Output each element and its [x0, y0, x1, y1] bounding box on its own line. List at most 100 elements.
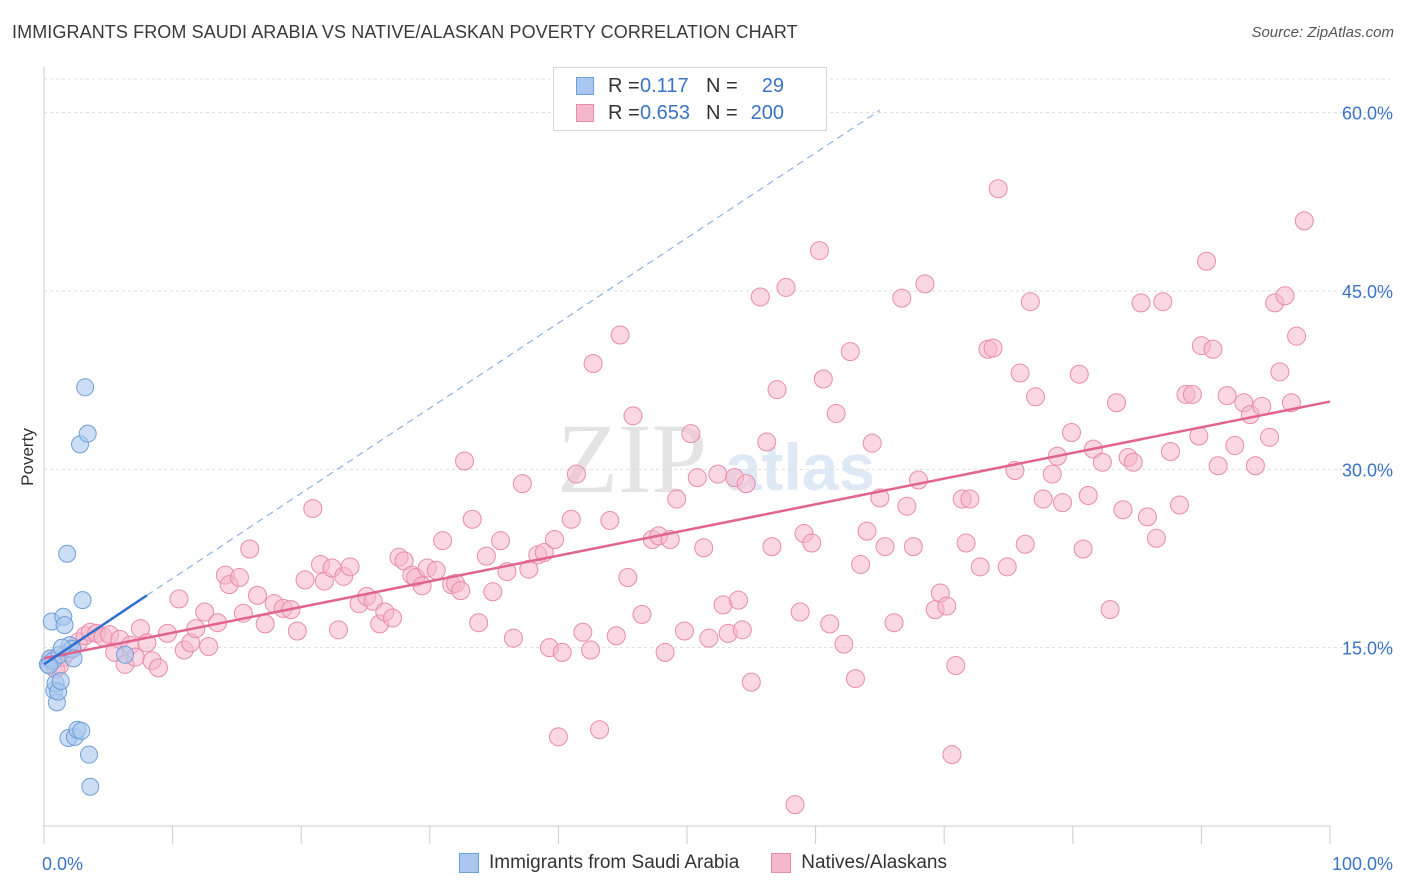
natives-point	[1053, 493, 1073, 513]
natives-point	[840, 342, 860, 362]
natives-point	[681, 424, 701, 444]
natives-point	[383, 608, 403, 628]
series-legend: Immigrants from Saudi Arabia Natives/Ala…	[0, 852, 1406, 874]
natives-point	[1010, 363, 1030, 383]
natives-point	[1020, 292, 1040, 312]
saudi-point	[72, 721, 91, 740]
natives-point	[897, 496, 917, 516]
natives-point	[426, 560, 446, 580]
series-legend-natives: Natives/Alaskans	[771, 852, 947, 874]
legend-n-label: N =	[706, 101, 738, 124]
natives-point	[610, 325, 630, 345]
natives-point	[741, 672, 761, 692]
chart-title: IMMIGRANTS FROM SAUDI ARABIA VS NATIVE/A…	[12, 22, 798, 42]
natives-point	[1294, 211, 1314, 231]
natives-point	[851, 554, 871, 574]
natives-point	[845, 669, 865, 689]
series-label-saudi: Immigrants from Saudi Arabia	[489, 852, 740, 873]
y-tick-label: 45.0%	[1342, 282, 1393, 302]
y-axis-label: Poverty	[18, 428, 37, 486]
natives-point	[785, 795, 805, 815]
saudi-point	[73, 591, 92, 610]
natives-point	[736, 474, 756, 494]
grid-lines	[44, 78, 1392, 649]
saudi-point	[58, 544, 77, 563]
natives-point	[195, 602, 215, 622]
legend-row-natives: R = 0.653 N = 200	[576, 100, 784, 126]
natives-point	[892, 288, 912, 308]
natives-point	[802, 533, 822, 553]
natives-point	[1069, 364, 1089, 384]
natives-point	[687, 468, 707, 488]
natives-point	[1275, 286, 1295, 306]
natives-point	[809, 241, 829, 261]
natives-point	[694, 538, 714, 558]
saudi-trend-extension	[146, 109, 881, 596]
natives-point	[1146, 528, 1166, 548]
y-tick-label: 60.0%	[1342, 104, 1393, 124]
natives-point	[884, 613, 904, 633]
natives-point	[1252, 396, 1272, 416]
natives-point	[491, 531, 511, 551]
natives-point	[455, 451, 475, 471]
saudi-point	[116, 645, 135, 664]
natives-point	[1208, 456, 1228, 476]
natives-point	[1170, 495, 1190, 515]
stats-legend: R = 0.117 N = 29 R = 0.653 N = 200	[553, 67, 827, 131]
natives-point	[1153, 292, 1173, 312]
natives-point	[834, 634, 854, 654]
legend-swatch-blue	[576, 77, 594, 95]
series-label-natives: Natives/Alaskans	[801, 852, 947, 873]
saudi-points	[38, 378, 135, 796]
natives-point	[303, 499, 323, 519]
natives-point	[956, 533, 976, 553]
natives-point	[1131, 293, 1151, 313]
natives-point	[903, 537, 923, 557]
natives-point	[857, 521, 877, 541]
natives-points	[40, 179, 1314, 815]
x-tick-labels: 0.0% 100.0%	[42, 854, 1393, 874]
natives-point	[1015, 534, 1035, 554]
natives-point	[732, 620, 752, 640]
natives-point	[776, 277, 796, 297]
legend-r-label: R =	[608, 101, 640, 124]
natives-point	[340, 557, 360, 577]
x-tick-label-min: 0.0%	[42, 854, 83, 874]
natives-point	[1270, 362, 1290, 382]
natives-point	[483, 582, 503, 602]
natives-point	[1260, 427, 1280, 447]
y-tick-label: 30.0%	[1342, 460, 1393, 480]
natives-point	[908, 470, 928, 490]
natives-point	[767, 380, 787, 400]
natives-point	[1245, 456, 1265, 476]
natives-point	[255, 614, 275, 634]
natives-point	[655, 642, 675, 662]
natives-point	[295, 570, 315, 590]
natives-point	[970, 557, 990, 577]
natives-point	[1225, 436, 1245, 456]
legend-row-saudi: R = 0.117 N = 29	[576, 73, 784, 99]
natives-point	[1078, 485, 1098, 505]
trend-lines	[43, 109, 1331, 666]
natives-point	[1217, 386, 1237, 406]
natives-point	[1203, 339, 1223, 359]
natives-point	[1062, 422, 1082, 442]
natives-point	[451, 581, 471, 601]
natives-point	[590, 720, 610, 740]
natives-point	[1033, 489, 1053, 509]
series-legend-saudi: Immigrants from Saudi Arabia	[459, 852, 739, 874]
saudi-point	[76, 378, 95, 397]
legend-r-value: 0.653	[640, 101, 691, 124]
natives-point	[875, 537, 895, 557]
natives-point	[667, 489, 687, 509]
saudi-point	[51, 671, 70, 690]
natives-point	[942, 745, 962, 765]
legend-n-label: N =	[706, 74, 738, 97]
watermark: ZIP atlas	[557, 403, 875, 514]
natives-point	[757, 432, 777, 452]
natives-point	[548, 727, 568, 747]
natives-point	[328, 620, 348, 640]
natives-point	[240, 539, 260, 559]
natives-trend-line	[43, 400, 1331, 660]
